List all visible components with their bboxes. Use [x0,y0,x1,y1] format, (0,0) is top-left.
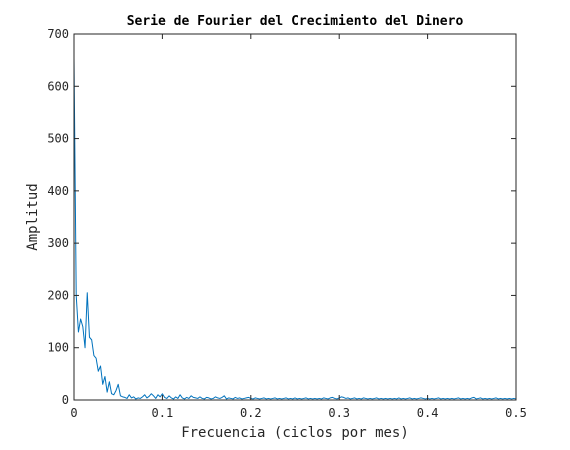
y-tick-label: 0 [62,393,69,407]
y-tick-label: 400 [47,184,69,198]
x-tick-label: 0.3 [328,406,350,420]
x-tick-label: 0.5 [505,406,527,420]
x-tick-label: 0.1 [152,406,174,420]
chart-title: Serie de Fourier del Crecimiento del Din… [127,14,464,29]
x-axis-label: Frecuencia (ciclos por mes) [181,425,409,441]
y-tick-label: 200 [47,288,69,302]
y-axis-label: Amplitud [25,183,41,250]
y-tick-label: 600 [47,79,69,93]
x-axis-ticks: 0 0.1 0.2 0.3 0.4 0.5 [70,34,527,420]
y-tick-label: 300 [47,236,69,250]
y-tick-label: 700 [47,27,69,41]
amplitude-spectrum-line [73,57,517,400]
x-tick-label: 0.2 [240,406,262,420]
x-tick-label: 0.4 [417,406,439,420]
series-group [73,57,517,400]
y-tick-label: 500 [47,132,69,146]
x-tick-label: 0 [70,406,77,420]
plot-area [74,34,516,400]
y-axis-ticks: 0 100 200 300 400 500 600 700 [47,27,516,407]
y-tick-label: 100 [47,341,69,355]
axes-box [73,33,517,401]
